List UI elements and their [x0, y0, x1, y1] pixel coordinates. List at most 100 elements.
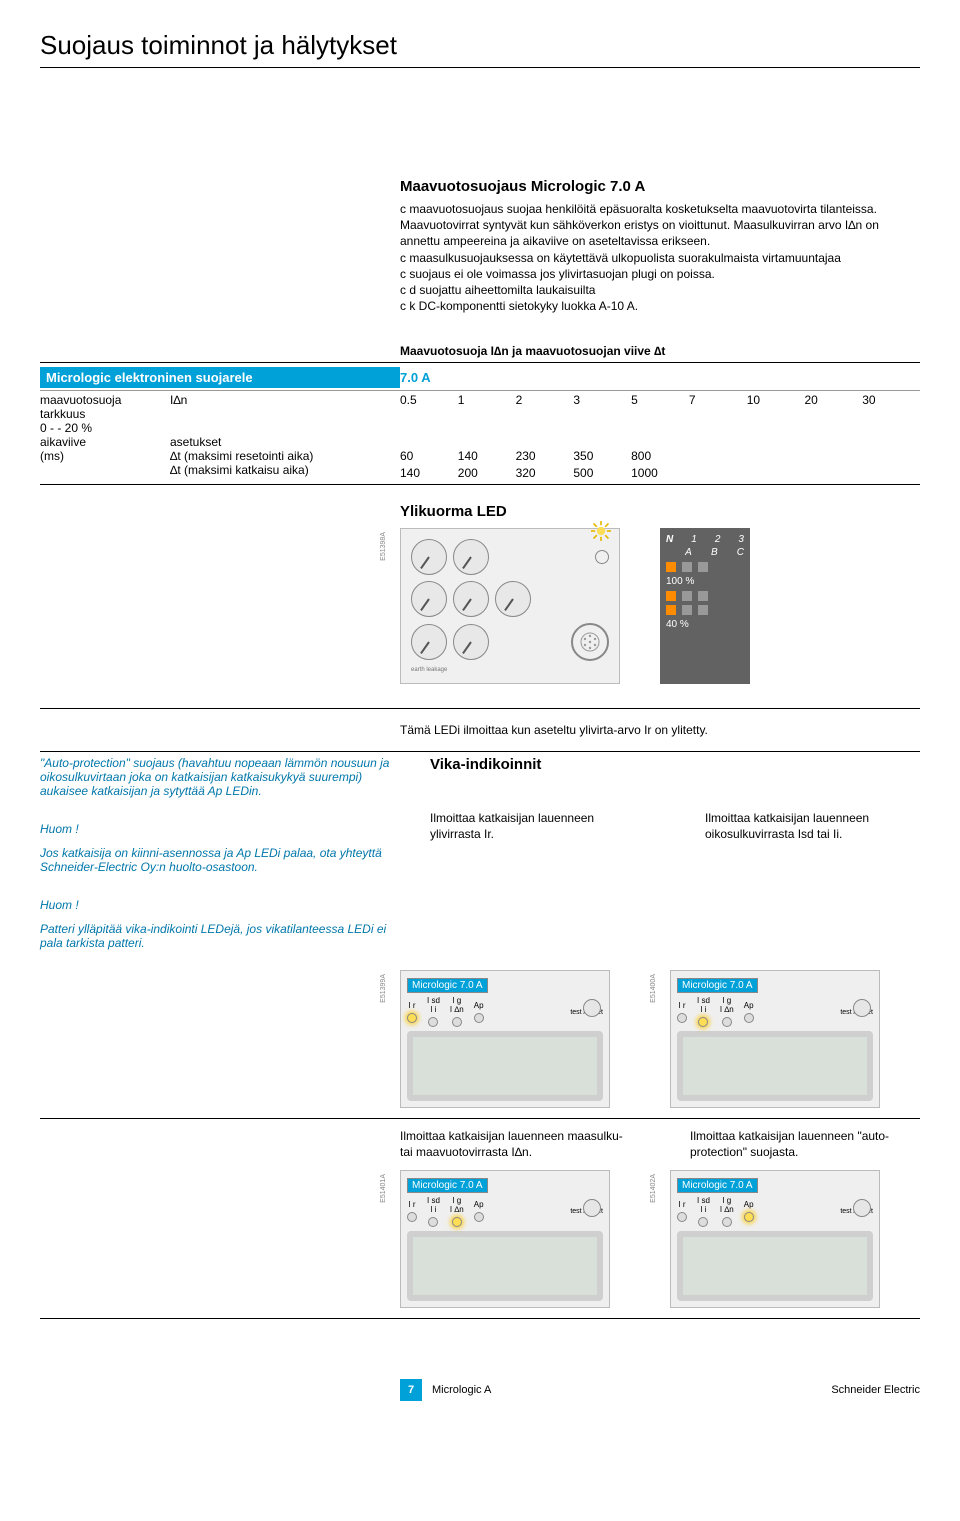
device-led-stack: I sdI i: [697, 997, 710, 1027]
auto-protection-note: "Auto-protection" suojaus (havahtuu nope…: [40, 756, 400, 798]
dial-icon: [411, 539, 447, 575]
led-indicator-icon: [682, 591, 692, 601]
earth-leakage-label: earth leakage: [411, 667, 609, 673]
device-led-stack: I gI ∆n: [450, 997, 464, 1027]
table-value: 140: [458, 449, 516, 463]
footer-right: Schneider Electric: [831, 1384, 920, 1396]
note-heading: Huom !: [40, 822, 400, 836]
fault-indication-block: "Auto-protection" suojaus (havahtuu nope…: [40, 756, 920, 960]
led-sub-b: B: [711, 547, 718, 558]
led-indicator-icon: [666, 591, 676, 601]
fault-col2-top: Ilmoittaa katkaisijan lauenneen oikosulk…: [705, 811, 920, 842]
mini-led-icon: [407, 1013, 417, 1023]
led-indicator-icon: [682, 562, 692, 572]
device-led-stack: I gI ∆n: [720, 1197, 734, 1227]
table-value: [689, 449, 747, 463]
table-label: 0 - - 20 %: [40, 421, 170, 435]
table-right-header: 7.0 A: [400, 367, 920, 388]
divider: [40, 751, 920, 752]
alarm-led-icon: [591, 521, 611, 541]
table-row: tarkkuus: [40, 407, 920, 421]
mini-led-icon: [407, 1212, 417, 1222]
led-sub-c: C: [737, 547, 744, 558]
trip-unit-small: Micrologic 7.0 AI rI sdI iI gI ∆nAptest …: [670, 970, 880, 1108]
screw-icon: [595, 550, 609, 564]
led-indicator-icon: [666, 605, 676, 615]
table-value: 140: [400, 466, 458, 480]
intro-line: c k DC-komponentti sietokyky luokka A-10…: [400, 298, 920, 314]
mini-led-icon: [698, 1217, 708, 1227]
page-number: 7: [400, 1379, 422, 1401]
mini-led-icon: [677, 1013, 687, 1023]
table-row: ∆t (maksimi katkaisu aika)14020032050010…: [40, 463, 920, 480]
led-header-n: N: [666, 534, 673, 545]
mini-led-icon: [452, 1217, 462, 1227]
led-header-1: 1: [691, 534, 697, 545]
table-label: [40, 463, 170, 477]
image-code: E51399A: [380, 974, 387, 1003]
led-strip: N 1 2 3 A B C 100 % 40 %: [660, 528, 750, 684]
device-led-stack: I gI ∆n: [450, 1197, 464, 1227]
table-value: [804, 466, 862, 480]
connector-icon: [571, 623, 609, 661]
overload-caption: Tämä LEDi ilmoittaa kun aseteltu ylivirt…: [400, 723, 920, 737]
fault-col2-bot: Ilmoittaa katkaisijan lauenneen "auto-pr…: [690, 1129, 920, 1160]
table-value: 230: [516, 449, 574, 463]
table-value: [862, 466, 920, 480]
trip-unit-small: Micrologic 7.0 AI rI sdI iI gI ∆nAptest …: [400, 1170, 610, 1308]
device-title: Micrologic 7.0 A: [407, 1178, 488, 1193]
table-value: 1000: [631, 466, 689, 480]
device-title: Micrologic 7.0 A: [677, 978, 758, 993]
intro-heading: Maavuotosuojaus Micrologic 7.0 A: [400, 178, 920, 195]
device-led-stack: I r: [677, 1201, 687, 1222]
fault-col1-top: Ilmoittaa katkaisijan lauenneen ylivirra…: [430, 811, 645, 842]
device-led-stack: I r: [407, 1002, 417, 1023]
dial-icon: [453, 624, 489, 660]
dial-icon: [453, 581, 489, 617]
table-row: 0 - - 20 %: [40, 421, 920, 435]
table-value: 1: [458, 393, 516, 407]
mini-led-icon: [722, 1217, 732, 1227]
device-screen: [407, 1231, 603, 1301]
page-title: Suojaus toiminnot ja hälytykset: [40, 30, 920, 61]
test-reset-button[interactable]: [583, 1199, 601, 1217]
intro-block: Maavuotosuojaus Micrologic 7.0 A c maavu…: [400, 178, 920, 314]
table-value: [804, 449, 862, 463]
table-value: 3: [573, 393, 631, 407]
device-screen: [677, 1031, 873, 1101]
intro-line: c suojaus ei ole voimassa jos ylivirtasu…: [400, 266, 920, 282]
device-led-stack: Ap: [744, 1002, 754, 1023]
led-indicator-icon: [682, 605, 692, 615]
table-value: [747, 449, 805, 463]
trip-unit-small: Micrologic 7.0 AI rI sdI iI gI ∆nAptest …: [670, 1170, 880, 1308]
divider: [40, 484, 920, 485]
table-sublabel: I∆n: [170, 393, 187, 407]
table-label: tarkkuus: [40, 407, 170, 421]
table-value: 7: [689, 393, 747, 407]
subsection-heading: Maavuotosuoja I∆n ja maavuotosuojan viiv…: [400, 344, 920, 358]
mini-led-icon: [428, 1217, 438, 1227]
overload-device-row: E51398A: [400, 528, 920, 684]
trip-unit-diagram: earth leakage: [400, 528, 620, 684]
intro-line: c maasulkusuojauksessa on käytettävä ulk…: [400, 250, 920, 266]
table-value: 30: [862, 393, 920, 407]
divider: [40, 708, 920, 709]
led-header-2: 2: [715, 534, 721, 545]
percent-40: 40 %: [666, 619, 744, 630]
device-led-stack: I r: [407, 1201, 417, 1222]
mini-led-icon: [722, 1017, 732, 1027]
test-reset-button[interactable]: [853, 1199, 871, 1217]
led-indicator-icon: [698, 591, 708, 601]
table-sublabel: asetukset: [170, 435, 221, 449]
table-value: 500: [573, 466, 631, 480]
table-label: (ms): [40, 449, 170, 463]
mini-led-icon: [474, 1013, 484, 1023]
table-value: 350: [573, 449, 631, 463]
dial-icon: [411, 581, 447, 617]
table-value: 2: [516, 393, 574, 407]
device-led-stack: Ap: [744, 1201, 754, 1222]
table-value: 0.5: [400, 393, 458, 407]
device-led-stack: Ap: [474, 1201, 484, 1222]
table-value: 60: [400, 449, 458, 463]
led-indicator-icon: [698, 605, 708, 615]
